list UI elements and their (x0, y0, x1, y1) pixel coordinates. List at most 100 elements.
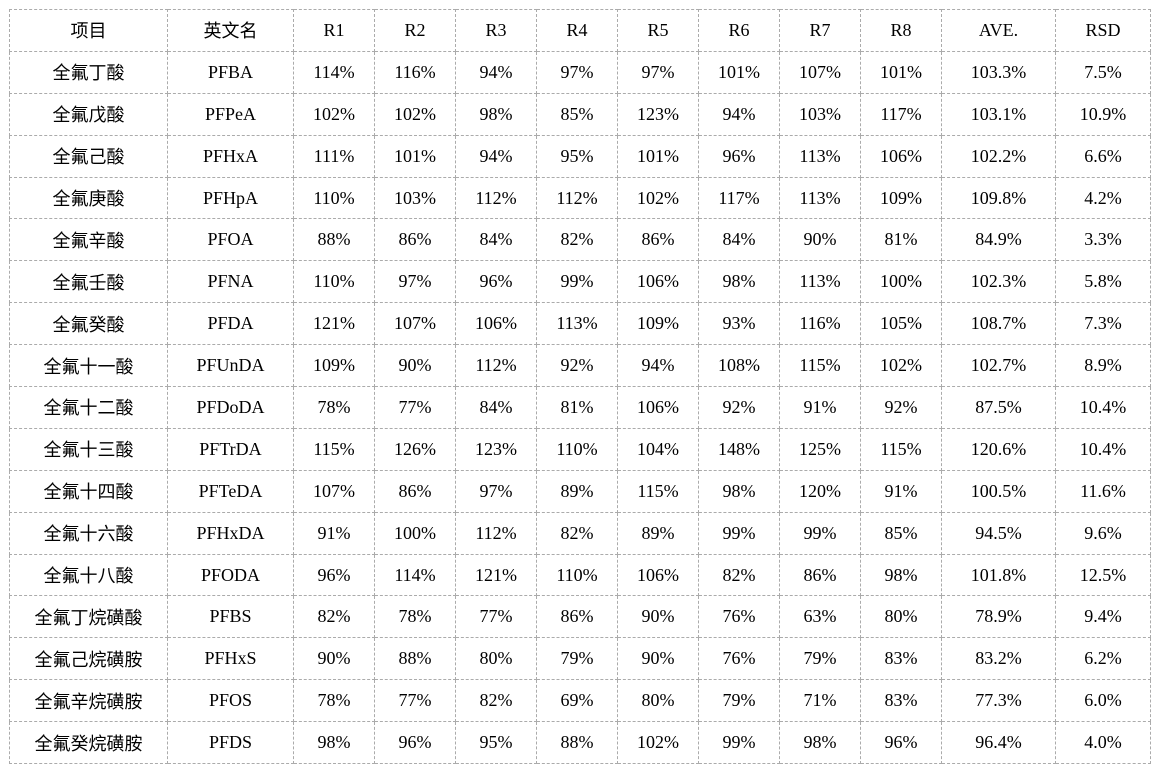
value-cell: 110% (536, 427, 618, 471)
value-cell: 71% (779, 679, 861, 723)
value-cell: 84% (455, 218, 537, 262)
value-cell: 94% (617, 344, 699, 388)
compound-name-cell: 全氟戊酸 (9, 92, 168, 136)
value-cell: 78% (293, 386, 375, 429)
value-cell: 86% (617, 218, 699, 262)
value-cell: 107% (293, 469, 375, 513)
value-cell: 96% (860, 721, 942, 765)
column-header: R8 (860, 9, 942, 52)
table-row: 全氟十三酸 PFTrDA 115% 126% 123% 110% 104% 148% 125% 1… (9, 427, 1151, 471)
value-cell: 102.2% (941, 134, 1056, 178)
column-header: AVE. (941, 9, 1056, 52)
compound-name-cell: 全氟辛烷磺胺 (9, 679, 168, 723)
value-cell: 82% (698, 553, 780, 597)
value-cell: 100% (374, 511, 456, 555)
column-header: R6 (698, 9, 780, 52)
value-cell: 76% (698, 595, 780, 639)
value-cell: 96% (293, 553, 375, 597)
value-cell: 101% (617, 134, 699, 178)
value-cell: 9.6% (1055, 511, 1151, 555)
value-cell: 7.5% (1055, 50, 1151, 94)
value-cell: 10.4% (1055, 386, 1151, 429)
value-cell: 100% (860, 260, 942, 304)
value-cell: 6.2% (1055, 637, 1151, 681)
value-cell: 90% (617, 637, 699, 681)
table-body: 全氟丁酸 PFBA 114% 116% 94% 97% 97% 101% 107% 101% 103… (9, 50, 1151, 765)
value-cell: 92% (698, 386, 780, 429)
compound-name-cell: 全氟十一酸 (9, 344, 168, 388)
value-cell: 103% (374, 176, 456, 220)
value-cell: 100.5% (941, 469, 1056, 513)
compound-name-cell: 全氟十八酸 (9, 553, 168, 597)
abbreviation-cell: PFHpA (167, 176, 294, 220)
value-cell: 98% (293, 721, 375, 765)
table-row: 全氟十二酸 PFDoDA 78% 77% 84% 81% 106% 92% 91% 92% 87.5… (9, 386, 1151, 429)
value-cell: 98% (698, 260, 780, 304)
compound-name-cell: 全氟十六酸 (9, 511, 168, 555)
abbreviation-cell: PFUnDA (167, 344, 294, 388)
value-cell: 121% (455, 553, 537, 597)
value-cell: 81% (860, 218, 942, 262)
compound-name-cell: 全氟庚酸 (9, 176, 168, 220)
value-cell: 106% (617, 553, 699, 597)
value-cell: 8.9% (1055, 344, 1151, 388)
abbreviation-cell: PFHxDA (167, 511, 294, 555)
abbreviation-cell: PFNA (167, 260, 294, 304)
value-cell: 120% (779, 469, 861, 513)
value-cell: 91% (293, 511, 375, 555)
value-cell: 99% (536, 260, 618, 304)
value-cell: 107% (374, 302, 456, 346)
value-cell: 96.4% (941, 721, 1056, 765)
value-cell: 125% (779, 427, 861, 471)
column-header: 项目 (9, 9, 168, 52)
value-cell: 94% (698, 92, 780, 136)
value-cell: 110% (293, 260, 375, 304)
value-cell: 116% (779, 302, 861, 346)
value-cell: 90% (293, 637, 375, 681)
value-cell: 77.3% (941, 679, 1056, 723)
column-header: R2 (374, 9, 456, 52)
abbreviation-cell: PFDS (167, 721, 294, 765)
compound-name-cell: 全氟丁酸 (9, 50, 168, 94)
value-cell: 82% (455, 679, 537, 723)
value-cell: 81% (536, 386, 618, 429)
value-cell: 77% (374, 679, 456, 723)
value-cell: 79% (779, 637, 861, 681)
table-row: 全氟辛烷磺胺 PFOS 78% 77% 82% 69% 80% 79% 71% 83% 77.3% 6… (9, 679, 1151, 723)
column-header: 英文名 (167, 9, 294, 52)
value-cell: 98% (860, 553, 942, 597)
table-row: 全氟十八酸 PFODA 96% 114% 121% 110% 106% 82% 86% 98% 10… (9, 553, 1151, 597)
value-cell: 97% (536, 50, 618, 94)
value-cell: 108% (698, 344, 780, 388)
value-cell: 99% (698, 721, 780, 765)
value-cell: 77% (455, 595, 537, 639)
abbreviation-cell: PFDA (167, 302, 294, 346)
value-cell: 99% (779, 511, 861, 555)
abbreviation-cell: PFBS (167, 595, 294, 639)
compound-name-cell: 全氟十三酸 (9, 427, 168, 471)
value-cell: 115% (617, 469, 699, 513)
abbreviation-cell: PFDoDA (167, 386, 294, 429)
value-cell: 148% (698, 427, 780, 471)
value-cell: 86% (374, 469, 456, 513)
value-cell: 97% (617, 50, 699, 94)
value-cell: 82% (536, 218, 618, 262)
value-cell: 109% (860, 176, 942, 220)
value-cell: 95% (455, 721, 537, 765)
value-cell: 114% (374, 553, 456, 597)
value-cell: 109% (293, 344, 375, 388)
value-cell: 78% (293, 679, 375, 723)
abbreviation-cell: PFHxS (167, 637, 294, 681)
value-cell: 6.0% (1055, 679, 1151, 723)
compound-name-cell: 全氟癸烷磺胺 (9, 721, 168, 765)
value-cell: 99% (698, 511, 780, 555)
value-cell: 109% (617, 302, 699, 346)
value-cell: 117% (698, 176, 780, 220)
value-cell: 108.7% (941, 302, 1056, 346)
value-cell: 79% (698, 679, 780, 723)
value-cell: 102.7% (941, 344, 1056, 388)
value-cell: 90% (374, 344, 456, 388)
abbreviation-cell: PFPeA (167, 92, 294, 136)
value-cell: 98% (779, 721, 861, 765)
value-cell: 113% (779, 176, 861, 220)
